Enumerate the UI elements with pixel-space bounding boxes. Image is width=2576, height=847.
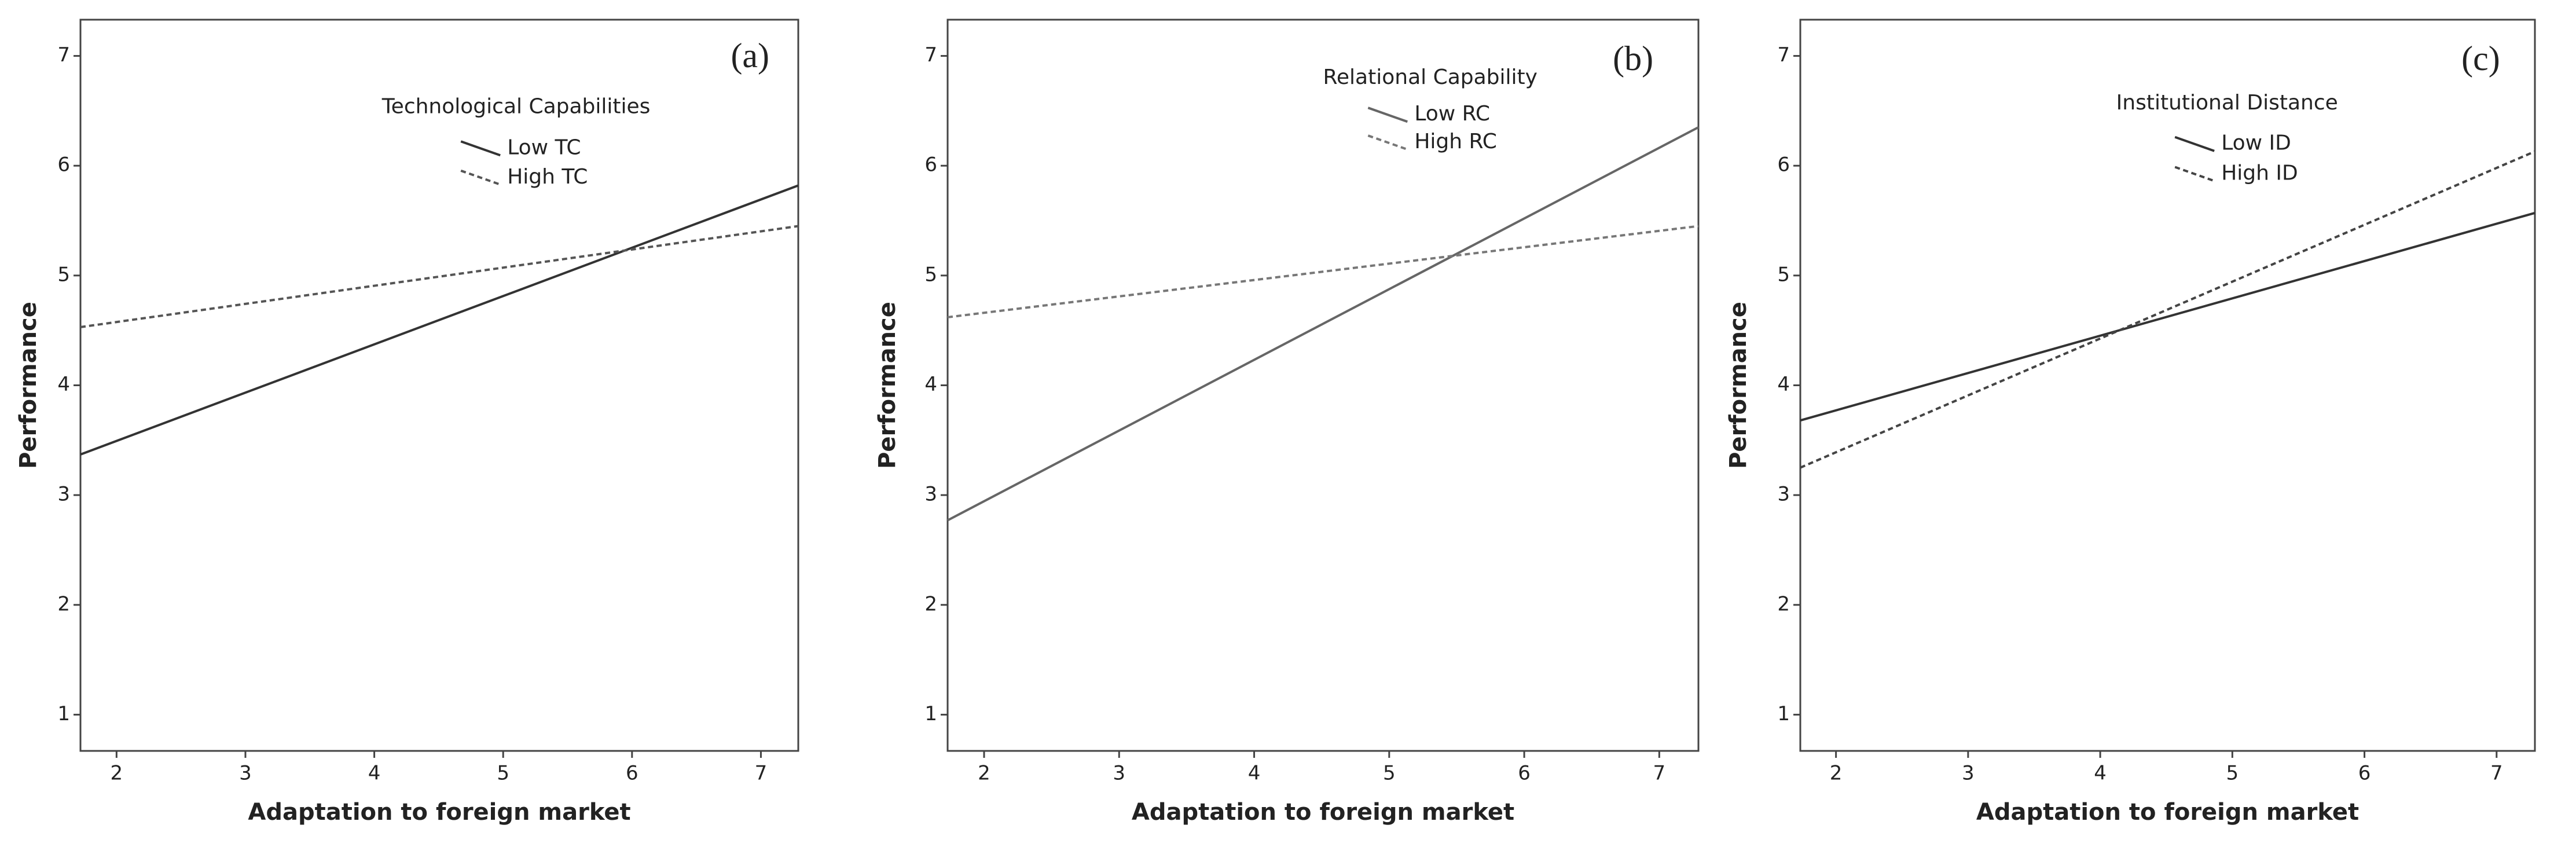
y-tick-label: 6 bbox=[57, 153, 70, 177]
x-axis-label: Adaptation to foreign market bbox=[1132, 799, 1514, 826]
y-tick-label: 4 bbox=[924, 373, 937, 396]
y-tick-label: 6 bbox=[1777, 153, 1790, 177]
y-tick-label: 7 bbox=[1777, 43, 1790, 67]
legend-title: Technological Capabilities bbox=[381, 95, 651, 119]
x-tick-label: 6 bbox=[1518, 762, 1531, 785]
y-tick-label: 3 bbox=[57, 483, 70, 506]
legend-label: High TC bbox=[507, 165, 588, 189]
x-tick-label: 4 bbox=[1248, 762, 1261, 785]
series-line bbox=[1800, 211, 2535, 422]
x-tick-label: 2 bbox=[978, 762, 990, 785]
series-line bbox=[947, 126, 1699, 522]
panel-label: (a) bbox=[731, 36, 769, 75]
y-axis-label: Performance bbox=[874, 302, 901, 469]
y-tick-label: 3 bbox=[1777, 483, 1790, 506]
series-line bbox=[1800, 150, 2535, 469]
y-tick-label: 2 bbox=[924, 592, 937, 615]
x-tick-label: 6 bbox=[626, 762, 639, 785]
y-tick-label: 4 bbox=[1777, 373, 1790, 396]
y-tick-label: 5 bbox=[57, 263, 70, 286]
legend-swatch bbox=[2174, 166, 2215, 182]
legend-title: Relational Capability bbox=[1323, 65, 1537, 89]
x-tick-label: 6 bbox=[2358, 762, 2371, 785]
x-tick-label: 4 bbox=[2094, 762, 2107, 785]
y-tick-label: 3 bbox=[924, 483, 937, 506]
panel-label: (b) bbox=[1613, 39, 1653, 78]
legend-swatch bbox=[460, 140, 501, 157]
x-tick-label: 4 bbox=[368, 762, 381, 785]
x-tick-label: 2 bbox=[1830, 762, 1843, 785]
legend-label: Low TC bbox=[507, 135, 581, 159]
x-tick-label: 3 bbox=[1962, 762, 1975, 785]
legend-swatch bbox=[460, 169, 501, 186]
y-axis-label: Performance bbox=[15, 302, 42, 469]
series-line bbox=[947, 225, 1699, 318]
x-tick-label: 5 bbox=[497, 762, 509, 785]
plot-frame bbox=[1799, 19, 2536, 752]
x-tick-label: 5 bbox=[1383, 762, 1396, 785]
x-tick-label: 5 bbox=[2226, 762, 2239, 785]
y-tick-label: 7 bbox=[57, 43, 70, 67]
legend-label: High ID bbox=[2221, 161, 2298, 185]
y-tick-label: 6 bbox=[924, 153, 937, 177]
series-line bbox=[80, 225, 799, 328]
legend-title: Institutional Distance bbox=[2116, 91, 2338, 115]
y-axis-label: Performance bbox=[1725, 302, 1752, 469]
x-tick-label: 3 bbox=[1113, 762, 1125, 785]
legend-label: Low ID bbox=[2221, 131, 2291, 155]
panel-label: (c) bbox=[2461, 39, 2500, 78]
y-tick-label: 7 bbox=[924, 43, 937, 67]
x-tick-label: 2 bbox=[111, 762, 123, 785]
legend-swatch bbox=[1367, 134, 1408, 151]
plot-frame bbox=[79, 19, 799, 752]
y-tick-label: 2 bbox=[1777, 592, 1790, 615]
y-tick-label: 5 bbox=[1777, 263, 1790, 286]
legend-label: Low RC bbox=[1414, 102, 1490, 126]
y-tick-label: 1 bbox=[924, 702, 937, 725]
x-tick-label: 7 bbox=[1653, 762, 1666, 785]
legend-swatch bbox=[1367, 107, 1408, 123]
y-tick-label: 5 bbox=[924, 263, 937, 286]
legend-swatch bbox=[2174, 135, 2215, 152]
x-tick-label: 7 bbox=[2490, 762, 2503, 785]
y-tick-label: 4 bbox=[57, 373, 70, 396]
x-axis-label: Adaptation to foreign market bbox=[1976, 799, 2359, 826]
y-tick-label: 1 bbox=[57, 702, 70, 725]
series-line bbox=[80, 184, 799, 456]
y-tick-label: 2 bbox=[57, 592, 70, 615]
y-tick-label: 1 bbox=[1777, 702, 1790, 725]
x-axis-label: Adaptation to foreign market bbox=[248, 799, 630, 826]
x-tick-label: 7 bbox=[755, 762, 768, 785]
plot-frame bbox=[946, 19, 1700, 752]
legend-label: High RC bbox=[1414, 130, 1497, 153]
x-tick-label: 3 bbox=[239, 762, 252, 785]
